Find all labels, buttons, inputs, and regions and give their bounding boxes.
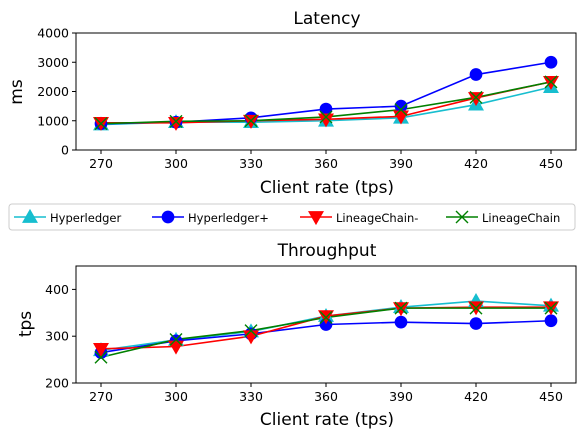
x-tick-label: 330 <box>239 156 263 171</box>
legend: Hyperledger Hyperledger+ LineageChain- L… <box>8 203 576 231</box>
legend-marker-shape <box>455 210 469 224</box>
ticks-layer: 270 300 330 360 390 420 450 0 1000 2000 3000 4000 <box>37 26 563 172</box>
data-point <box>94 117 108 131</box>
legend-frame <box>8 203 576 231</box>
x-tick-label: 360 <box>314 389 338 404</box>
y-tick-label: 400 <box>45 282 69 297</box>
chart-title: Throughput <box>277 241 377 261</box>
data-point <box>244 114 258 128</box>
data-point <box>169 332 183 346</box>
x-axis-label: Client rate (tps) <box>260 410 394 430</box>
data-point <box>394 301 408 315</box>
legend-item-lineagechain: LineageChain <box>446 210 560 225</box>
legend-label: Hyperledger+ <box>188 211 269 225</box>
data-point <box>544 75 558 89</box>
legend-marker-shape <box>22 208 38 223</box>
data-point <box>544 314 558 328</box>
y-tick-label: 300 <box>45 329 69 344</box>
chart-title: Latency <box>293 9 360 29</box>
latency-chart: Latency 270 300 330 360 390 420 450 0 1000 2000 30… <box>7 9 577 198</box>
data-point <box>544 301 558 315</box>
x-tick-label: 270 <box>89 156 113 171</box>
data-point <box>469 90 483 104</box>
data-point <box>168 116 184 131</box>
x-tick-label: 330 <box>239 389 263 404</box>
legend-label: LineageChain- <box>336 211 418 225</box>
x-tick-label: 420 <box>464 156 488 171</box>
data-point <box>468 92 484 107</box>
series-layer <box>93 55 559 131</box>
data-point <box>168 340 184 355</box>
legend-item-hyperledger-plus: Hyperledger+ <box>152 210 269 225</box>
triangle-down-icon <box>300 211 332 226</box>
x-tick-label: 270 <box>89 389 113 404</box>
y-tick-label: 3000 <box>37 55 69 70</box>
circle-icon <box>152 210 184 224</box>
throughput-chart: Throughput 270 300 330 360 390 420 450 200 300 40… <box>16 241 577 430</box>
legend-item-hyperledger: Hyperledger <box>14 208 122 225</box>
x-tick-label: 390 <box>389 389 413 404</box>
legend-label: Hyperledger <box>50 211 122 225</box>
series-layer <box>93 292 559 364</box>
data-point <box>319 110 333 124</box>
data-point <box>94 350 108 364</box>
y-axis-label: ms <box>7 79 27 105</box>
data-point <box>169 114 183 128</box>
y-tick-label: 200 <box>45 376 69 391</box>
data-point <box>544 55 558 69</box>
data-point <box>469 301 483 315</box>
x-tick-label: 360 <box>314 156 338 171</box>
legend-marker-shape <box>161 210 175 224</box>
x-tick-label: 300 <box>164 156 188 171</box>
data-point <box>319 310 333 324</box>
x-axis-label: Client rate (tps) <box>260 178 394 198</box>
x-tick-label: 450 <box>539 156 563 171</box>
y-tick-label: 1000 <box>37 113 69 128</box>
x-tick-label: 420 <box>464 389 488 404</box>
data-point <box>469 317 483 330</box>
data-point <box>93 342 109 357</box>
legend-label: LineageChain <box>482 211 560 225</box>
legend-item-lineagechain-minus: LineageChain- <box>300 211 418 226</box>
x-tick-label: 450 <box>539 389 563 404</box>
data-point <box>244 324 258 338</box>
legend-marker-shape <box>308 211 324 226</box>
x-cross-icon <box>446 210 478 224</box>
y-tick-label: 0 <box>61 143 69 158</box>
y-tick-label: 4000 <box>37 26 69 41</box>
y-axis-label: tps <box>16 311 36 337</box>
data-point <box>469 68 483 81</box>
ticks-layer: 270 300 330 360 390 420 450 200 300 400 <box>45 282 563 404</box>
data-point <box>394 103 408 117</box>
data-point <box>394 315 408 329</box>
x-tick-label: 390 <box>389 156 413 171</box>
triangle-up-icon <box>14 208 46 223</box>
y-tick-label: 2000 <box>37 84 69 99</box>
x-tick-label: 300 <box>164 389 188 404</box>
